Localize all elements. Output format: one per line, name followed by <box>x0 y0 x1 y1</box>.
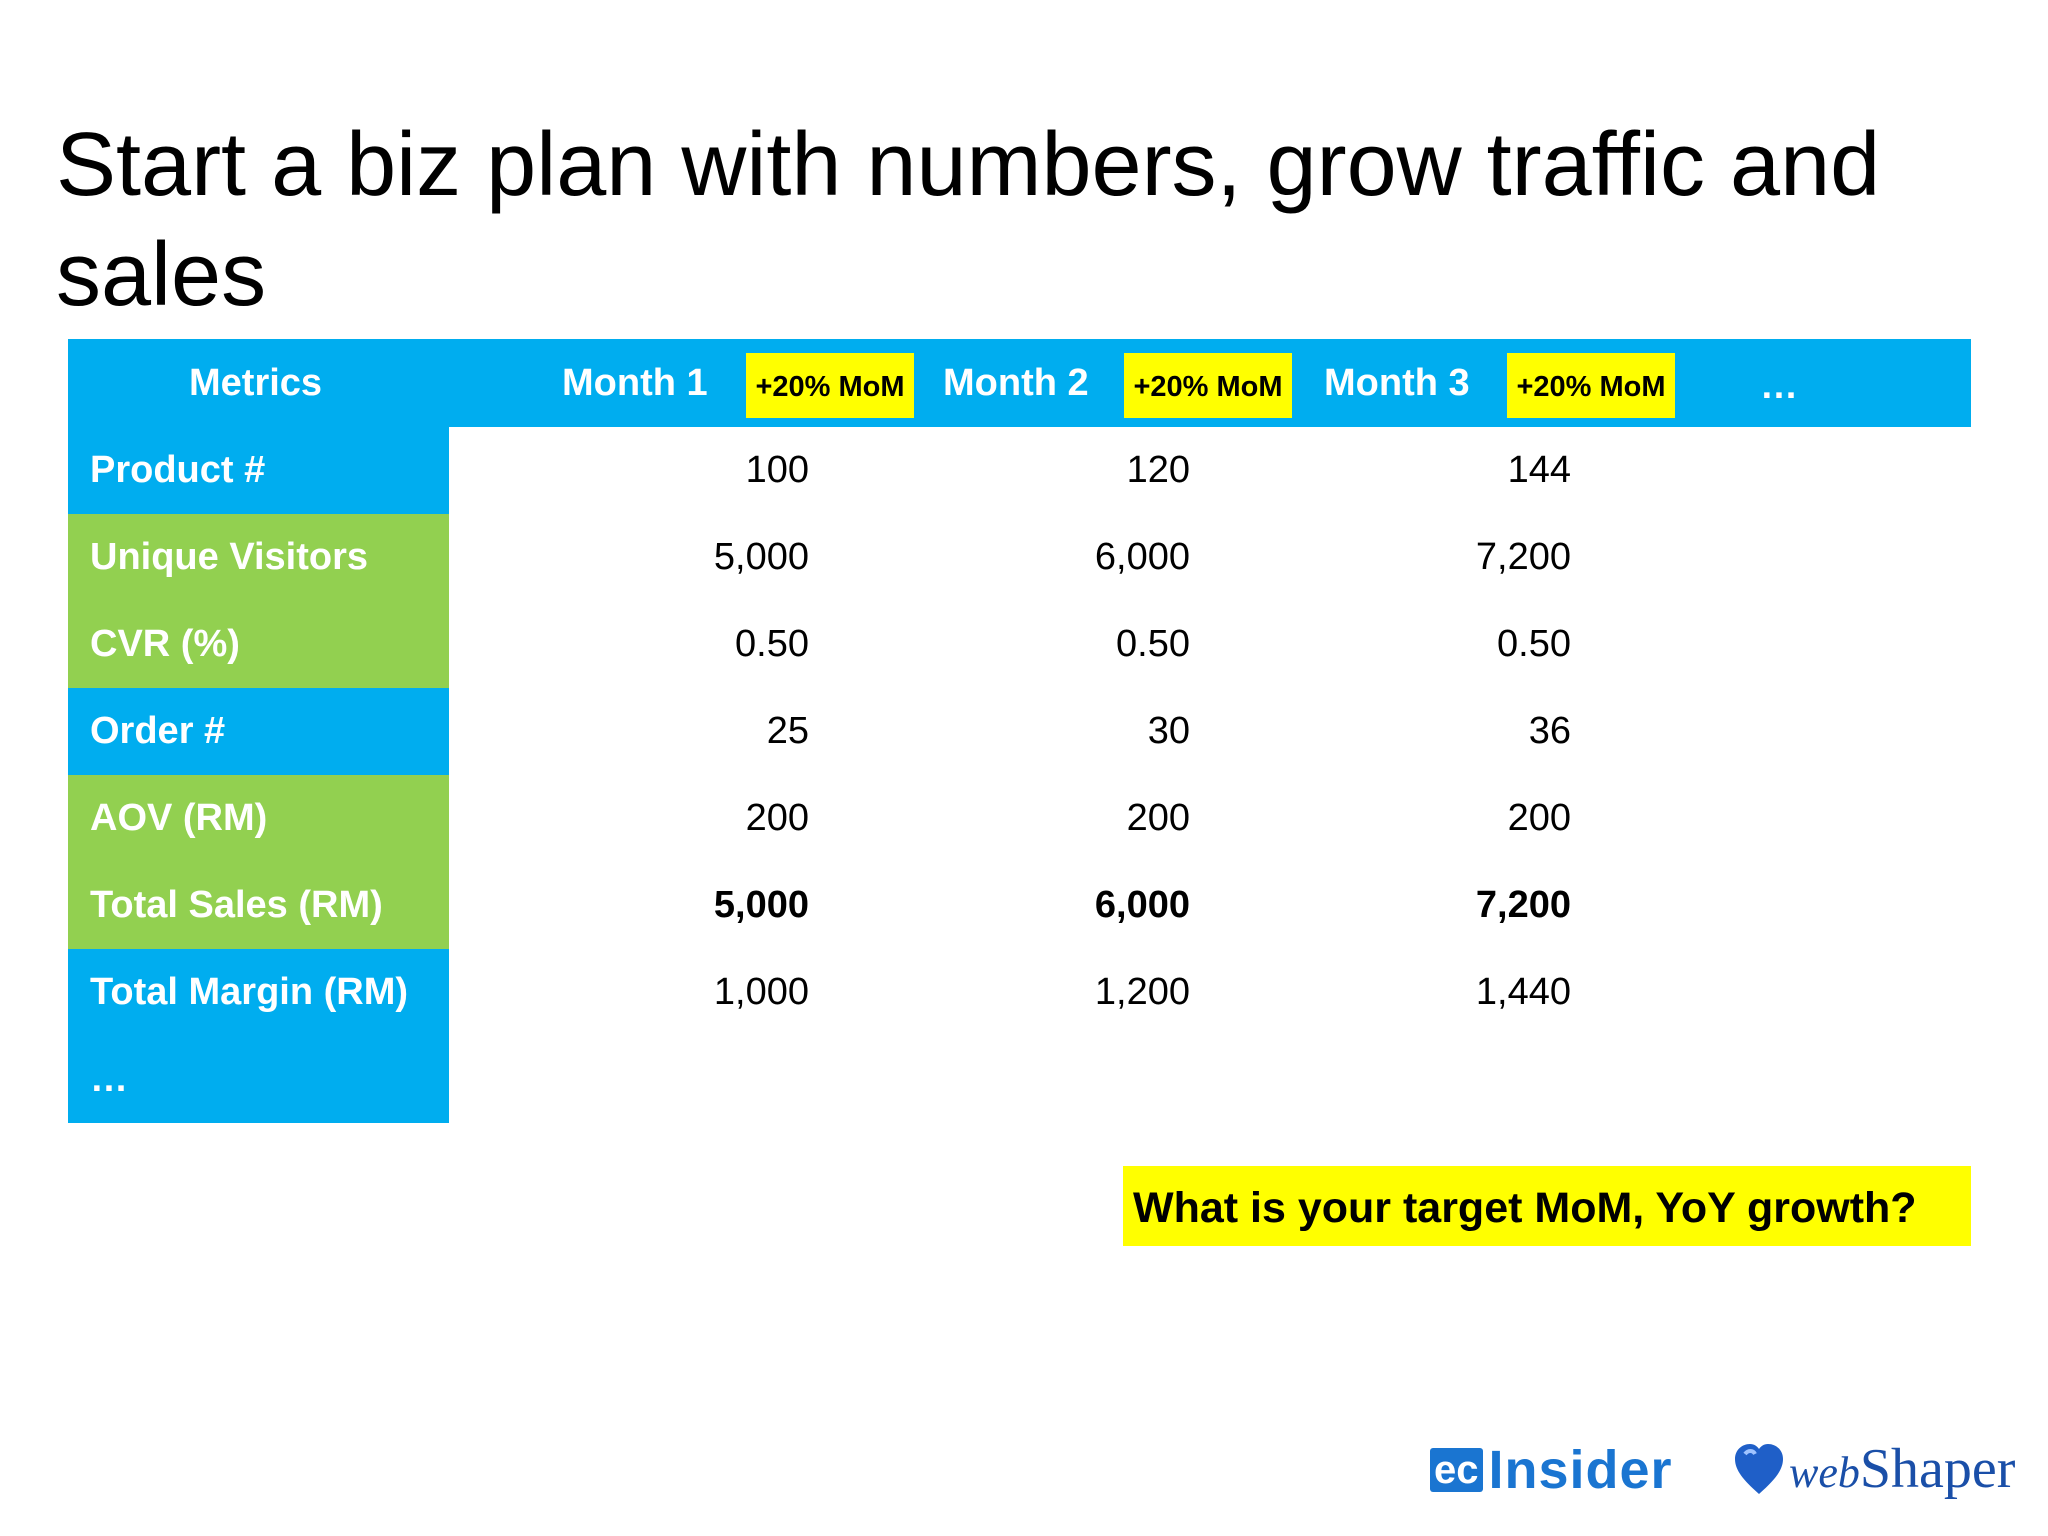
cell-margin-m2: 1,200 <box>1094 971 1190 1013</box>
header-month-2: Month 2 <box>943 362 1089 404</box>
cell-sales-m2: 6,000 <box>1094 884 1190 926</box>
mom-badge-2: +20% MoM <box>1124 353 1292 418</box>
mom-badge-3: +20% MoM <box>1507 353 1675 418</box>
cell-product-m1: 100 <box>745 449 809 491</box>
header-ellipsis: … <box>1760 365 1798 407</box>
row-label-product: Product # <box>68 427 449 514</box>
cell-sales-m1: 5,000 <box>713 884 809 926</box>
row-label-total-sales: Total Sales (RM) <box>68 862 449 949</box>
cell-cvr-m3: 0.50 <box>1497 623 1571 665</box>
header-month-1: Month 1 <box>562 362 708 404</box>
cell-order-m3: 36 <box>1528 710 1571 752</box>
ec-logo-box: ec <box>1430 1448 1483 1492</box>
row-label-cvr: CVR (%) <box>68 601 449 688</box>
header-metrics: Metrics <box>189 362 323 404</box>
cell-visitors-m2: 6,000 <box>1094 536 1190 578</box>
webshaper-logo-word: webShaper <box>1789 1438 2016 1500</box>
cell-aov-m1: 200 <box>745 797 809 839</box>
row-label-aov: AOV (RM) <box>68 775 449 862</box>
cell-aov-m2: 200 <box>1126 797 1190 839</box>
webshaper-logo: webShaper <box>1733 1437 2015 1503</box>
cell-margin-m1: 1,000 <box>713 971 809 1013</box>
heart-icon <box>1733 1442 1785 1503</box>
row-label-unique-visitors: Unique Visitors <box>68 514 449 601</box>
row-label-ellipsis: … <box>68 1036 449 1123</box>
ec-logo-word: Insider <box>1488 1440 1673 1500</box>
header-month-3: Month 3 <box>1324 362 1470 404</box>
cell-product-m2: 120 <box>1126 449 1190 491</box>
row-label-order: Order # <box>68 688 449 775</box>
cell-order-m2: 30 <box>1147 710 1190 752</box>
cell-product-m3: 144 <box>1507 449 1571 491</box>
target-growth-question: What is your target MoM, YoY growth? <box>1123 1166 1971 1246</box>
ecinsider-logo: ec Insider <box>1430 1440 1673 1500</box>
slide-title: Start a biz plan with numbers, grow traf… <box>56 115 1881 326</box>
row-label-total-margin: Total Margin (RM) <box>68 949 449 1036</box>
cell-aov-m3: 200 <box>1507 797 1571 839</box>
cell-cvr-m2: 0.50 <box>1116 623 1190 665</box>
cell-sales-m3: 7,200 <box>1475 884 1571 926</box>
cell-visitors-m1: 5,000 <box>713 536 809 578</box>
cell-margin-m3: 1,440 <box>1475 971 1571 1013</box>
cell-visitors-m3: 7,200 <box>1475 536 1571 578</box>
cell-order-m1: 25 <box>766 710 809 752</box>
mom-badge-1: +20% MoM <box>746 353 914 418</box>
cell-cvr-m1: 0.50 <box>735 623 809 665</box>
